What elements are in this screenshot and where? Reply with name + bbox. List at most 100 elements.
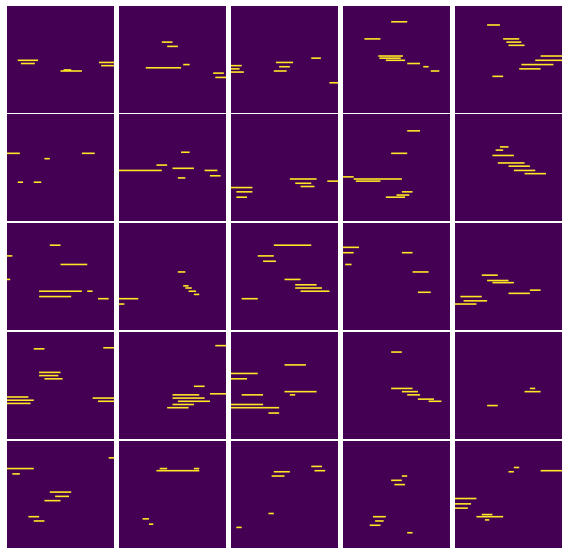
highlight-segment bbox=[508, 44, 525, 47]
highlight-segment bbox=[401, 191, 413, 193]
highlight-segment bbox=[39, 290, 82, 293]
panel-background bbox=[231, 223, 338, 330]
highlight-segment bbox=[33, 181, 42, 184]
highlight-segment bbox=[81, 152, 95, 155]
highlight-segment bbox=[401, 390, 418, 393]
highlight-segment bbox=[97, 297, 109, 300]
highlight-segment bbox=[540, 55, 562, 57]
highlight-segment bbox=[87, 290, 93, 293]
highlight-segment bbox=[391, 152, 408, 155]
highlight-segment bbox=[407, 62, 421, 65]
highlight-segment bbox=[273, 244, 312, 246]
highlight-segment bbox=[204, 169, 218, 172]
highlight-segment bbox=[417, 398, 434, 400]
highlight-segment bbox=[492, 281, 514, 284]
highlight-segment bbox=[311, 465, 322, 468]
highlight-segment bbox=[289, 178, 317, 180]
highlight-segment bbox=[28, 515, 40, 518]
heatmap-panel-r4-c1 bbox=[7, 332, 114, 439]
highlight-segment bbox=[529, 387, 536, 390]
highlight-segment bbox=[188, 290, 197, 293]
highlight-segment bbox=[492, 154, 514, 157]
highlight-segment bbox=[44, 499, 61, 502]
highlight-segment bbox=[364, 38, 381, 40]
heatmap-panel-r5-c5 bbox=[455, 441, 562, 548]
highlight-segment bbox=[193, 293, 200, 296]
highlight-segment bbox=[495, 149, 504, 151]
heatmap-panel-r3-c2 bbox=[119, 223, 226, 330]
highlight-segment bbox=[183, 63, 190, 66]
highlight-segment bbox=[103, 346, 114, 349]
panel-background bbox=[7, 223, 114, 330]
highlight-segment bbox=[385, 59, 406, 62]
highlight-segment bbox=[430, 70, 440, 72]
highlight-segment bbox=[257, 255, 274, 257]
highlight-segment bbox=[60, 263, 88, 266]
highlight-segment bbox=[215, 76, 226, 79]
highlight-segment bbox=[460, 295, 482, 298]
panel-background bbox=[455, 114, 562, 221]
highlight-segment bbox=[519, 68, 541, 70]
highlight-segment bbox=[236, 191, 253, 193]
highlight-segment bbox=[535, 59, 562, 62]
highlight-segment bbox=[273, 470, 290, 473]
highlight-segment bbox=[513, 466, 520, 469]
highlight-segment bbox=[241, 297, 258, 300]
highlight-segment bbox=[145, 66, 182, 69]
highlight-segment bbox=[394, 483, 406, 486]
highlight-segment bbox=[101, 64, 114, 67]
highlight-segment bbox=[508, 470, 514, 473]
highlight-segment bbox=[481, 274, 498, 276]
highlight-segment bbox=[524, 390, 541, 393]
highlight-segment bbox=[369, 524, 381, 527]
highlight-segment bbox=[167, 45, 178, 48]
highlight-segment bbox=[231, 378, 248, 380]
highlight-segment bbox=[49, 244, 61, 246]
highlight-segment bbox=[39, 295, 72, 298]
highlight-segment bbox=[177, 400, 210, 403]
highlight-segment bbox=[487, 404, 498, 407]
highlight-segment bbox=[378, 55, 403, 57]
panel-background bbox=[343, 441, 450, 548]
highlight-segment bbox=[7, 152, 20, 155]
highlight-segment bbox=[193, 385, 205, 388]
highlight-segment bbox=[20, 62, 35, 65]
heatmap-panel-r5-c2 bbox=[119, 441, 226, 548]
highlight-segment bbox=[524, 172, 546, 175]
highlight-segment bbox=[92, 397, 114, 399]
heatmap-panel-r1-c3 bbox=[231, 6, 338, 113]
highlight-segment bbox=[142, 518, 149, 520]
highlight-segment bbox=[231, 403, 264, 406]
heatmap-panel-r3-c5 bbox=[455, 223, 562, 330]
highlight-segment bbox=[12, 473, 20, 475]
highlight-segment bbox=[412, 271, 429, 273]
highlight-segment bbox=[39, 371, 61, 374]
highlight-segment bbox=[273, 70, 287, 72]
highlight-segment bbox=[343, 246, 360, 249]
highlight-segment bbox=[300, 290, 330, 293]
highlight-segment bbox=[263, 260, 276, 263]
highlight-segment bbox=[327, 180, 338, 182]
panel-background bbox=[343, 223, 450, 330]
highlight-segment bbox=[172, 394, 200, 396]
highlight-segment bbox=[215, 344, 226, 347]
highlight-segment bbox=[345, 263, 352, 266]
heatmap-panel-r2-c5 bbox=[455, 114, 562, 221]
highlight-segment bbox=[284, 364, 306, 366]
highlight-segment bbox=[513, 169, 536, 172]
highlight-segment bbox=[7, 399, 34, 402]
heatmap-panel-r2-c3 bbox=[231, 114, 338, 221]
highlight-segment bbox=[279, 65, 290, 68]
heatmap-panel-r2-c1 bbox=[7, 114, 114, 221]
heatmap-panel-r1-c4 bbox=[343, 6, 450, 113]
highlight-segment bbox=[391, 479, 402, 482]
highlight-segment bbox=[167, 406, 189, 409]
highlight-segment bbox=[148, 523, 154, 525]
highlight-segment bbox=[401, 475, 408, 477]
highlight-segment bbox=[423, 65, 429, 68]
heatmap-panel-r5-c1 bbox=[7, 441, 114, 548]
highlight-segment bbox=[183, 285, 189, 287]
highlight-segment bbox=[63, 69, 72, 71]
highlight-segment bbox=[213, 72, 224, 74]
panel-background bbox=[231, 332, 338, 439]
